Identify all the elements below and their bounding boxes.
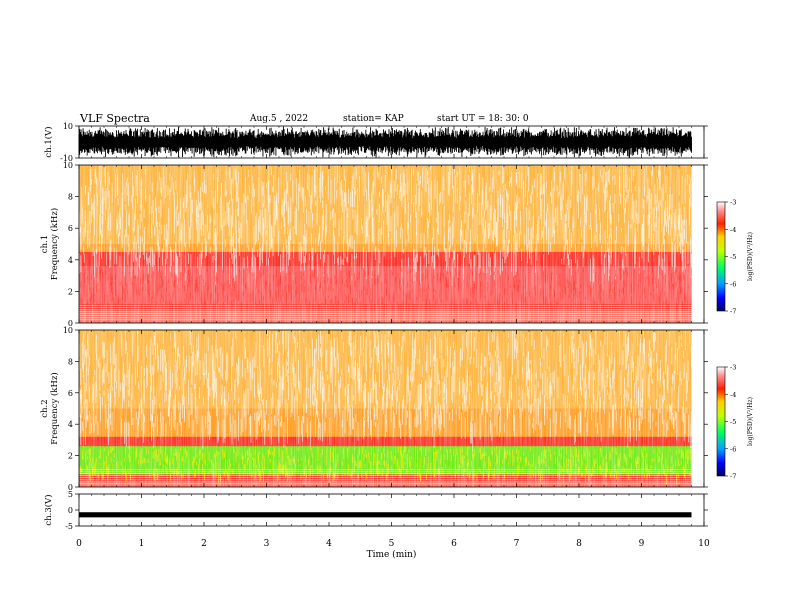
x-tick-label: 4 xyxy=(326,539,332,549)
panel-frame xyxy=(78,493,705,527)
y-tick-label: 0 xyxy=(68,483,73,492)
y-axis-label: Frequency (kHz) xyxy=(49,208,60,280)
y-tick-label: 6 xyxy=(68,224,73,233)
colorbar-tick-label: -7 xyxy=(730,308,736,316)
colorbar-label: log(PSD)(V²/Hz) xyxy=(747,232,754,281)
y-axis-label: ch.1(V) xyxy=(43,126,54,157)
y-tick-label: 2 xyxy=(68,287,73,296)
y-axis-label: ch.3(V) xyxy=(43,494,54,525)
y-axis-label: ch.1 xyxy=(40,235,50,253)
x-axis-label: Time (min) xyxy=(367,549,417,560)
colorbar-tick-label: -6 xyxy=(730,280,736,288)
x-tick-label: 1 xyxy=(139,539,145,549)
colorbar-label: log(PSD)(V²/Hz) xyxy=(747,397,754,446)
x-tick-label: 6 xyxy=(451,539,457,549)
colorbar-tick-label: -5 xyxy=(730,253,736,261)
start-time-label: start UT = 18: 30: 0 xyxy=(437,114,529,124)
x-tick-label: 2 xyxy=(201,539,207,549)
y-tick-label: 4 xyxy=(68,420,73,429)
colorbar xyxy=(716,366,726,477)
x-tick-label: 7 xyxy=(514,539,520,549)
y-tick-label: 0 xyxy=(68,319,73,328)
y-axis-label: Frequency (kHz) xyxy=(49,372,60,444)
y-tick-label: 10 xyxy=(63,326,73,335)
x-tick-label: 3 xyxy=(264,539,270,549)
colorbar xyxy=(716,201,726,312)
x-tick-label: 0 xyxy=(76,539,82,549)
figure-title: VLF Spectra xyxy=(80,112,150,125)
y-tick-label: 8 xyxy=(68,357,73,366)
ch1-waveform-trace xyxy=(78,126,692,158)
station-label: station= KAP xyxy=(343,114,404,124)
y-tick-label: 5 xyxy=(68,490,73,499)
ch3-waveform-trace xyxy=(79,512,692,518)
y-tick-label: 10 xyxy=(63,122,73,131)
y-tick-label: 10 xyxy=(63,161,73,170)
y-tick-label: 6 xyxy=(68,389,73,398)
colorbar-tick-label: -6 xyxy=(730,445,736,453)
ch2-spectrogram-image xyxy=(79,330,692,487)
colorbar-tick-label: -3 xyxy=(730,364,736,372)
x-tick-label: 5 xyxy=(389,539,395,549)
colorbar-tick-label: -3 xyxy=(730,199,736,207)
y-tick-label: 4 xyxy=(68,256,73,265)
x-tick-label: 8 xyxy=(576,539,582,549)
y-axis-label: ch.2 xyxy=(40,399,50,417)
colorbar-tick-label: -7 xyxy=(730,473,736,481)
colorbar-tick-label: -4 xyxy=(730,226,736,234)
y-tick-label: 2 xyxy=(68,452,73,461)
x-tick-label: 10 xyxy=(698,539,710,549)
colorbar-tick-label: -5 xyxy=(730,418,736,426)
colorbar-tick-label: -4 xyxy=(730,391,736,399)
y-tick-label: -5 xyxy=(65,522,73,531)
y-tick-label: 8 xyxy=(68,193,73,202)
y-tick-label: 0 xyxy=(68,506,73,515)
ch1-spectrogram-image xyxy=(78,165,692,323)
y-tick-label: -10 xyxy=(60,154,73,163)
date-label: Aug.5 , 2022 xyxy=(250,114,309,124)
x-tick-label: 9 xyxy=(639,539,645,549)
